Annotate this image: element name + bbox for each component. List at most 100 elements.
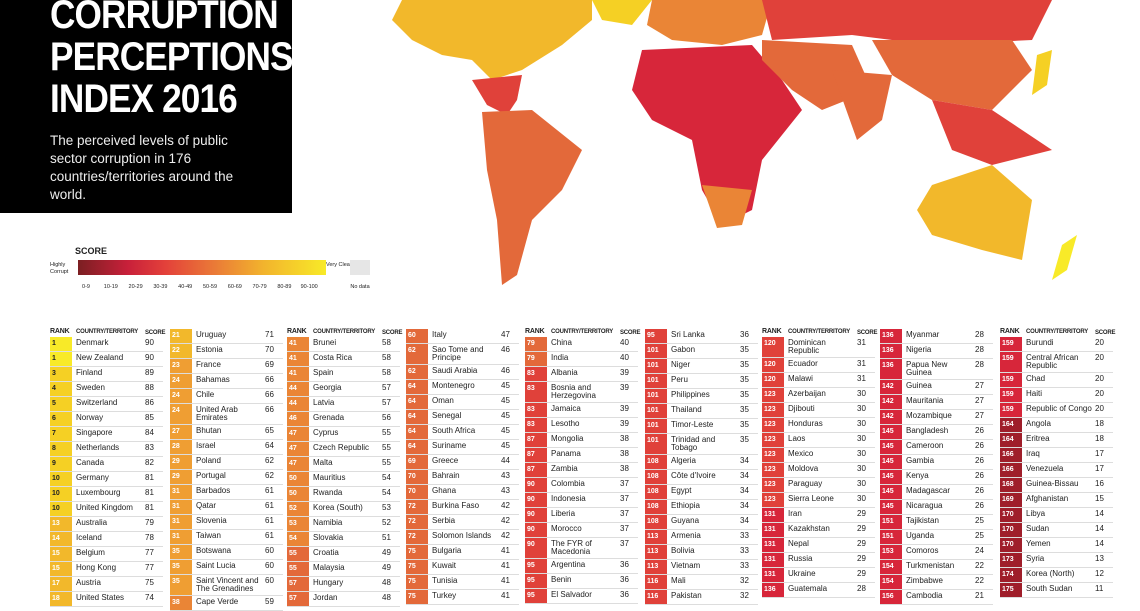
table-row: 101 Timor-Leste 35: [645, 419, 758, 434]
country-cell: Iran: [788, 509, 802, 518]
table-row: 35 Botswana 60: [170, 545, 283, 560]
table-row: 174 Korea (North) 12: [1000, 568, 1113, 583]
rank-cell: 154: [880, 560, 902, 574]
score-cell: 26: [975, 486, 984, 495]
legend-color-bar: [78, 260, 326, 275]
score-cell: 41: [501, 591, 510, 600]
country-cell: Paraguay: [788, 479, 823, 488]
score-cell: 61: [265, 531, 274, 540]
country-cell: Kazakhstan: [788, 524, 830, 533]
table-row: 159 Central African Republic 20: [1000, 352, 1113, 373]
rank-cell: 101: [645, 389, 667, 403]
country-cell: Netherlands: [76, 443, 120, 452]
country-cell: Oman: [432, 396, 454, 405]
rank-cell: 17: [50, 577, 72, 591]
country-cell: Guyana: [671, 516, 700, 525]
rank-cell: 41: [287, 367, 309, 381]
country-cell: Austria: [76, 578, 101, 587]
country-cell: Malaysia: [313, 563, 345, 572]
rank-cell: 90: [525, 478, 547, 492]
table-header: RANK COUNTRY/TERRITORY SCORE: [762, 326, 878, 337]
score-cell: 25: [975, 531, 984, 540]
country-cell: Honduras: [788, 419, 823, 428]
table-row: 24 Bahamas 66: [170, 374, 283, 389]
table-row: 154 Turkmenistan 22: [880, 560, 993, 575]
table-row: 47 Czech Republic 55: [287, 442, 400, 457]
table-row: 123 Sierra Leone 30: [762, 493, 875, 508]
table-row: 72 Burkina Faso 42: [406, 500, 519, 515]
table-row: 166 Iraq 17: [1000, 448, 1113, 463]
rank-cell: 1: [50, 337, 72, 351]
country-cell: Central African Republic: [1026, 353, 1079, 370]
table-row: 64 Montenegro 45: [406, 380, 519, 395]
country-cell: Turkmenistan: [906, 561, 955, 570]
table-row: 170 Libya 14: [1000, 508, 1113, 523]
table-row: 90 Indonesia 37: [525, 493, 638, 508]
score-cell: 37: [620, 494, 629, 503]
score-cell: 77: [145, 548, 154, 557]
score-cell: 37: [620, 479, 629, 488]
table-row: 101 Peru 35: [645, 374, 758, 389]
table-row: 108 Côte d'Ivoire 34: [645, 470, 758, 485]
country-cell: Malta: [313, 458, 333, 467]
table-row: 116 Pakistan 32: [645, 590, 758, 605]
table-row: 145 Bangladesh 26: [880, 425, 993, 440]
score-cell: 54: [382, 488, 391, 497]
country-cell: Latvia: [313, 398, 335, 407]
rank-cell: 170: [1000, 523, 1022, 537]
country-cell: Bosnia and Herzegovina: [551, 383, 596, 400]
country-cell: Côte d'Ivoire: [671, 471, 716, 480]
table-row: 113 Vietnam 33: [645, 560, 758, 575]
score-cell: 55: [382, 443, 391, 452]
country-cell: Israel: [196, 441, 216, 450]
table-row: 123 Paraguay 30: [762, 478, 875, 493]
score-cell: 29: [857, 524, 866, 533]
rank-cell: 131: [762, 553, 784, 567]
score-cell: 41: [501, 546, 510, 555]
score-cell: 39: [620, 383, 629, 392]
rank-cell: 57: [287, 592, 309, 606]
score-cell: 57: [382, 383, 391, 392]
country-cell: Saint Vincent and The Grenadines: [196, 576, 259, 593]
table-row: 83 Lesotho 39: [525, 418, 638, 433]
table-row: 90 The FYR of Macedonia 37: [525, 538, 638, 559]
table-row: 41 Costa Rica 58: [287, 352, 400, 367]
legend-tick: 30-39: [153, 284, 168, 290]
page-title: CORRUPTION PERCEPTIONS INDEX 2016: [50, 0, 294, 121]
score-cell: 83: [145, 443, 154, 452]
table-row: 142 Mauritania 27: [880, 395, 993, 410]
rank-cell: 31: [170, 530, 192, 544]
table-row: 52 Korea (South) 53: [287, 502, 400, 517]
country-cell: United States: [76, 593, 125, 602]
country-cell: Saint Lucia: [196, 561, 236, 570]
rank-cell: 123: [762, 403, 784, 417]
score-cell: 58: [382, 368, 391, 377]
score-cell: 22: [975, 561, 984, 570]
rank-cell: 50: [287, 487, 309, 501]
country-cell: Algeria: [671, 456, 696, 465]
country-cell: Cyprus: [313, 428, 339, 437]
map-greenland: [592, 0, 652, 25]
rank-cell: 108: [645, 500, 667, 514]
table-header: RANK COUNTRY/TERRITORY SCORE: [525, 326, 641, 337]
rank-cell: 145: [880, 425, 902, 439]
rank-cell: 90: [525, 538, 547, 558]
rank-cell: 166: [1000, 463, 1022, 477]
rank-cell: 18: [50, 592, 72, 606]
header-country: COUNTRY/TERRITORY: [788, 328, 851, 335]
table-row: 95 El Salvador 36: [525, 589, 638, 604]
country-cell: Cape Verde: [196, 597, 239, 606]
rank-cell: 101: [645, 344, 667, 358]
table-row: 151 Uganda 25: [880, 530, 993, 545]
rank-cell: 64: [406, 380, 428, 394]
country-cell: Syria: [1026, 554, 1045, 563]
score-cell: 66: [265, 390, 274, 399]
score-cell: 24: [975, 546, 984, 555]
table-row: 123 Honduras 30: [762, 418, 875, 433]
rank-cell: 24: [170, 389, 192, 403]
rank-cell: 95: [525, 574, 547, 588]
legend-tick: 10-19: [103, 284, 118, 290]
map-china: [872, 40, 1032, 110]
rank-cell: 75: [406, 590, 428, 604]
table-row: 101 Philippines 35: [645, 389, 758, 404]
